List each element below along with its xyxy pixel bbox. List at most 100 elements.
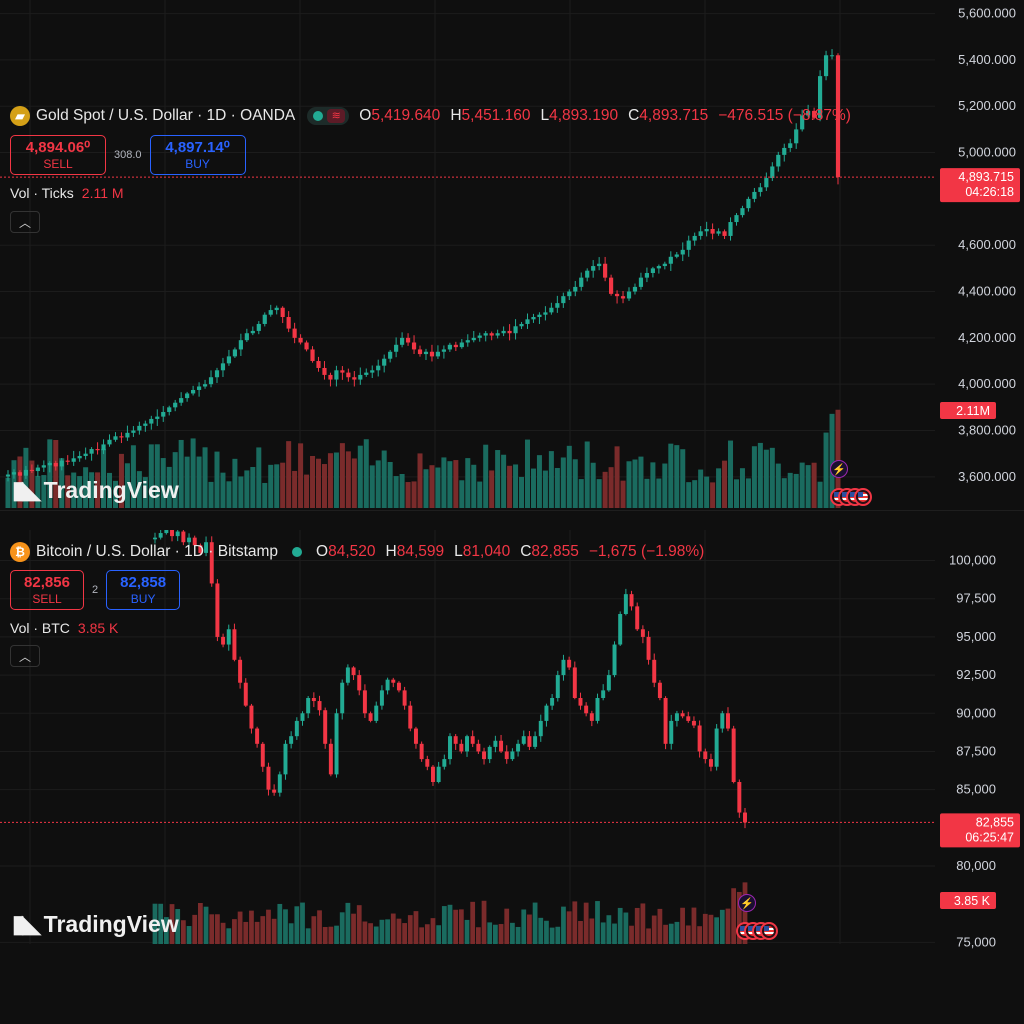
- candle-body: [740, 208, 745, 216]
- buy-button[interactable]: 82,858 BUY: [106, 570, 181, 610]
- candle-body: [47, 462, 52, 466]
- close-label: C: [520, 543, 532, 560]
- volume-bar: [379, 919, 385, 944]
- volume-bar: [745, 478, 751, 508]
- candle-body: [680, 249, 685, 255]
- volume-bar: [178, 439, 184, 508]
- volume-bar: [339, 912, 345, 944]
- candle-body: [614, 293, 620, 297]
- candle-body: [311, 698, 316, 702]
- candle-body: [391, 679, 396, 683]
- volume-bar: [317, 910, 322, 944]
- candle-body: [340, 370, 345, 373]
- candle-body: [385, 679, 390, 691]
- candle-body: [352, 377, 357, 380]
- volume-bar: [130, 445, 136, 508]
- candle-body: [292, 328, 297, 338]
- close-value: 82,855: [531, 543, 579, 560]
- candle-body: [226, 629, 231, 645]
- volume-bar: [698, 469, 704, 508]
- volume-bar: [799, 462, 805, 508]
- volume-bar: [232, 919, 237, 944]
- gold-symbol-title[interactable]: Gold Spot / U.S. Dollar · 1D · OANDA: [36, 107, 296, 124]
- candle-body: [499, 740, 504, 752]
- candle-body: [35, 467, 40, 472]
- volume-bar: [357, 445, 363, 508]
- volume-bar: [322, 927, 328, 944]
- candle-body: [119, 436, 124, 438]
- volume-bar: [304, 474, 310, 508]
- candle-body: [609, 277, 614, 294]
- candle-body: [322, 367, 327, 375]
- btc-candlestick-chart[interactable]: 100,000 97,500 95,000 92,500 90,000 87,500 85,…: [0, 530, 1024, 950]
- candle-body: [382, 358, 387, 366]
- candle-body: [662, 263, 667, 267]
- candle-body: [283, 743, 288, 775]
- volume-bar: [292, 470, 298, 508]
- candle-body: [65, 460, 70, 462]
- chevron-up-icon: ︿: [18, 216, 31, 230]
- gold-candlestick-chart[interactable]: 5,600.000 5,400.000 5,200.000 5,000.000 4,60…: [0, 0, 1024, 512]
- candle-body: [708, 759, 713, 767]
- volume-bar: [208, 481, 214, 508]
- volume-bar: [507, 465, 513, 508]
- candle-body: [680, 713, 685, 717]
- candle-body: [691, 720, 696, 726]
- lightning-event-icon[interactable]: ⚡: [738, 894, 756, 912]
- us-flag-icon[interactable]: [854, 488, 872, 506]
- volume-bar: [11, 460, 17, 508]
- economic-events-flags[interactable]: [830, 488, 872, 506]
- gold-legend: ▰ Gold Spot / U.S. Dollar · 1D · OANDA ≋…: [10, 106, 851, 126]
- candle-body: [362, 690, 367, 714]
- volume-bar: [542, 470, 548, 508]
- candle-body: [703, 751, 708, 760]
- btc-chart-pane[interactable]: 100,000 97,500 95,000 92,500 90,000 87,500 85,…: [0, 530, 1024, 950]
- candle-body: [764, 178, 769, 188]
- candle-body: [555, 675, 560, 698]
- sell-button[interactable]: 4,894.06⁰ SELL: [10, 135, 106, 175]
- candle-body: [746, 198, 751, 209]
- volume-bar: [411, 481, 417, 508]
- sell-button[interactable]: 82,856 SELL: [10, 570, 84, 610]
- volume-bar: [685, 925, 691, 944]
- collapse-legend-button[interactable]: ︿: [10, 645, 40, 667]
- gold-chart-pane[interactable]: 5,600.000 5,400.000 5,200.000 5,000.000 4,60…: [0, 0, 1024, 512]
- y-axis-label: 80,000: [956, 858, 996, 873]
- candle-body: [89, 449, 94, 454]
- gold-volume-legend[interactable]: Vol · Ticks 2.11 M: [10, 185, 124, 201]
- volume-bar: [351, 913, 356, 944]
- candle-body: [113, 436, 118, 440]
- market-status-pill[interactable]: ≋: [307, 107, 350, 125]
- economic-events-flags[interactable]: [736, 922, 778, 940]
- candle-body: [465, 340, 470, 343]
- candle-body: [513, 326, 518, 334]
- volume-bar: [680, 449, 686, 508]
- candle-body: [214, 370, 220, 378]
- lightning-event-icon[interactable]: ⚡: [830, 460, 848, 478]
- volume-bar: [674, 445, 680, 508]
- candle-body: [286, 317, 291, 329]
- volume-bar: [254, 921, 260, 944]
- candle-body: [155, 416, 160, 419]
- volume-bar: [107, 472, 113, 508]
- candle-body: [584, 705, 589, 714]
- volume-bar: [739, 468, 745, 508]
- collapse-legend-button[interactable]: ︿: [10, 211, 40, 233]
- buy-button[interactable]: 4,897.14⁰ BUY: [149, 135, 246, 175]
- candle-body: [328, 374, 333, 380]
- market-open-icon: [313, 111, 324, 121]
- volume-bar: [184, 456, 190, 508]
- candle-body: [304, 342, 309, 350]
- pane-separator[interactable]: [0, 510, 1024, 531]
- us-flag-icon[interactable]: [760, 922, 778, 940]
- volume-bar: [524, 439, 531, 508]
- btc-volume-legend[interactable]: Vol · BTC 3.85 K: [10, 620, 118, 636]
- volume-bar: [716, 468, 722, 508]
- volume-bar: [487, 922, 493, 944]
- volume-label: Vol · BTC: [10, 620, 70, 636]
- btc-symbol-title[interactable]: Bitcoin / U.S. Dollar · 1D · Bitstamp: [36, 543, 279, 560]
- candle-body: [77, 455, 82, 459]
- candle-body: [260, 743, 265, 767]
- candle-body: [714, 728, 719, 767]
- candle-body: [544, 705, 549, 721]
